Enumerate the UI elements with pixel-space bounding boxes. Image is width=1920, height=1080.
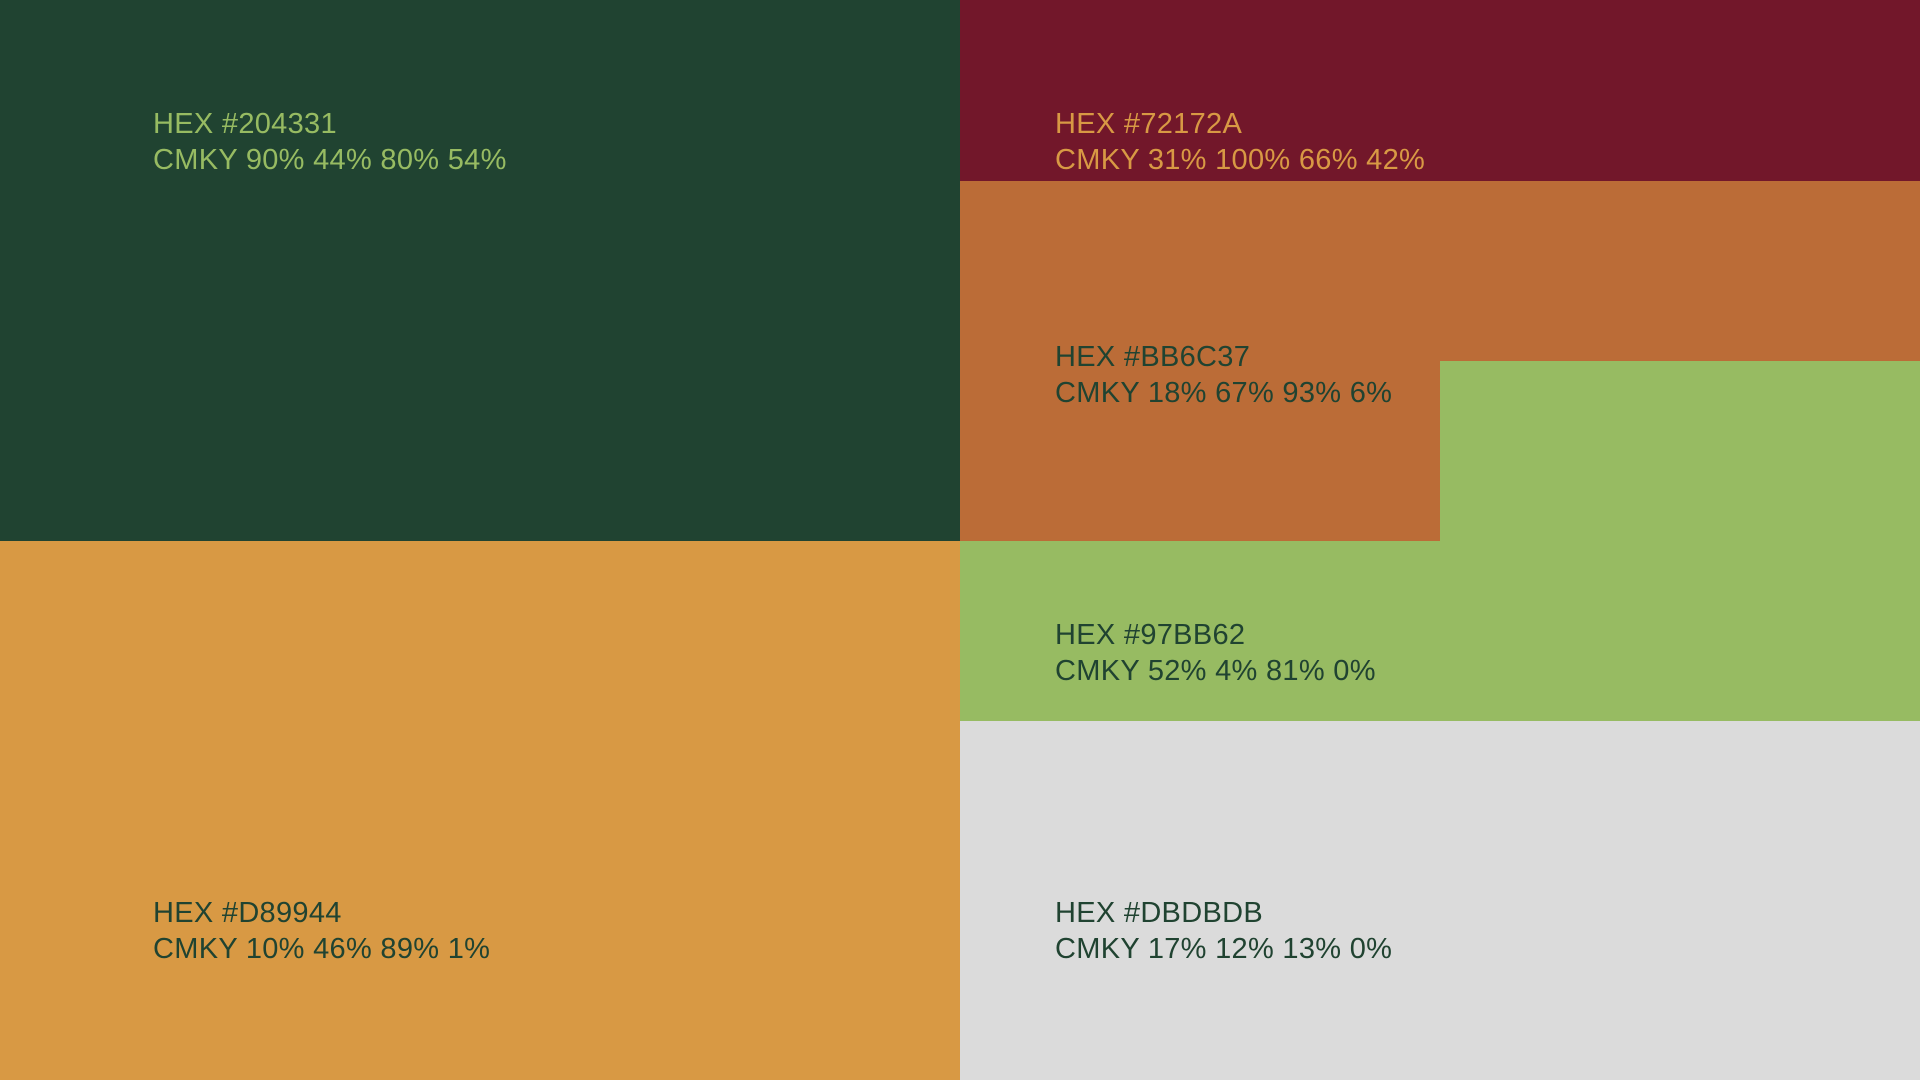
hex-code: HEX #D89944 <box>153 897 342 929</box>
swatch-copper-lower <box>960 361 1440 541</box>
swatch-green-light <box>960 541 1920 721</box>
swatch-green-light-upper <box>1440 361 1920 541</box>
label-copper: HEX #BB6C37 CMKY 18% 67% 93% 6% <box>1055 339 1392 411</box>
swatch-grey <box>960 721 1920 1080</box>
hex-code: HEX #204331 <box>153 108 337 140</box>
cmyk-code: CMKY 10% 46% 89% 1% <box>153 933 491 965</box>
cmyk-code: CMKY 17% 12% 13% 0% <box>1055 933 1393 965</box>
cmyk-code: CMKY 31% 100% 66% 42% <box>1055 144 1426 176</box>
label-green-light: HEX #97BB62 CMKY 52% 4% 81% 0% <box>1055 617 1376 689</box>
cmyk-code: CMKY 18% 67% 93% 6% <box>1055 377 1393 409</box>
swatch-green-dark <box>0 0 960 541</box>
hex-code: HEX #72172A <box>1055 108 1243 140</box>
label-grey: HEX #DBDBDB CMKY 17% 12% 13% 0% <box>1055 895 1392 967</box>
hex-code: HEX #97BB62 <box>1055 619 1246 651</box>
label-burgundy: HEX #72172A CMKY 31% 100% 66% 42% <box>1055 106 1425 178</box>
swatch-copper <box>960 181 1920 361</box>
label-green-dark: HEX #204331 CMKY 90% 44% 80% 54% <box>153 106 507 178</box>
swatch-mustard <box>0 541 960 1080</box>
cmyk-code: CMKY 52% 4% 81% 0% <box>1055 655 1376 687</box>
hex-code: HEX #DBDBDB <box>1055 897 1263 929</box>
hex-code: HEX #BB6C37 <box>1055 341 1251 373</box>
label-mustard: HEX #D89944 CMKY 10% 46% 89% 1% <box>153 895 490 967</box>
swatch-burgundy <box>960 0 1920 181</box>
cmyk-code: CMKY 90% 44% 80% 54% <box>153 144 507 176</box>
